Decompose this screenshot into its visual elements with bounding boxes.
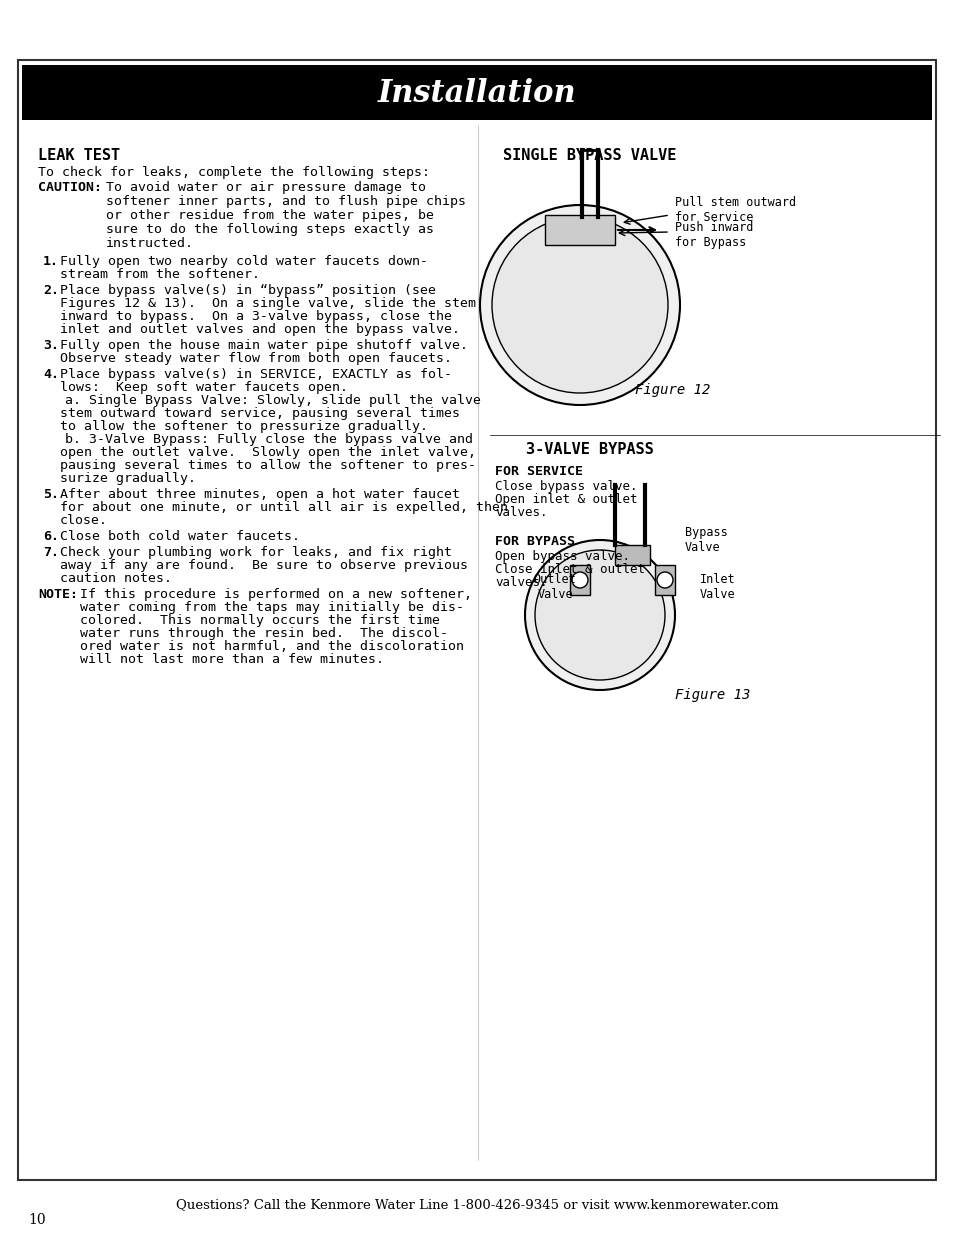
Bar	[655, 564, 675, 595]
Text: Observe steady water flow from both open faucets.: Observe steady water flow from both open…	[60, 352, 452, 366]
Text: Questions? Call the Kenmore Water Line 1-800-426-9345 or visit www.kenmorewater.: Questions? Call the Kenmore Water Line 1…	[175, 1198, 778, 1212]
Text: pausing several times to allow the softener to pres-: pausing several times to allow the softe…	[60, 459, 476, 472]
Text: Place bypass valve(s) in SERVICE, EXACTLY as fol-: Place bypass valve(s) in SERVICE, EXACTL…	[60, 368, 452, 382]
Text: 7.: 7.	[43, 546, 59, 559]
Circle shape	[479, 205, 679, 405]
Bar	[544, 215, 615, 245]
Text: 3.: 3.	[43, 338, 59, 352]
Text: Inlet
Valve: Inlet Valve	[700, 573, 735, 601]
Text: FOR SERVICE: FOR SERVICE	[495, 466, 582, 478]
Text: To check for leaks, complete the following steps:: To check for leaks, complete the followi…	[38, 165, 430, 179]
Text: 5.: 5.	[43, 488, 59, 501]
Circle shape	[572, 572, 587, 588]
Text: NOTE:: NOTE:	[38, 588, 78, 601]
Circle shape	[524, 540, 675, 690]
Text: instructed.: instructed.	[106, 237, 193, 249]
Text: away if any are found.  Be sure to observe previous: away if any are found. Be sure to observ…	[60, 559, 468, 572]
Text: Bypass
Valve: Bypass Valve	[684, 526, 727, 555]
Text: stream from the softener.: stream from the softener.	[60, 268, 260, 282]
Text: 10: 10	[28, 1213, 46, 1228]
Text: Close inlet & outlet: Close inlet & outlet	[495, 563, 644, 576]
Text: lows:  Keep soft water faucets open.: lows: Keep soft water faucets open.	[60, 382, 348, 394]
Text: inlet and outlet valves and open the bypass valve.: inlet and outlet valves and open the byp…	[60, 324, 459, 336]
Text: b. 3-Valve Bypass: Fully close the bypass valve and: b. 3-Valve Bypass: Fully close the bypas…	[65, 433, 473, 446]
Circle shape	[657, 572, 672, 588]
Circle shape	[535, 550, 664, 680]
Text: or other residue from the water pipes, be: or other residue from the water pipes, b…	[106, 209, 434, 222]
Text: water runs through the resin bed.  The discol-: water runs through the resin bed. The di…	[80, 627, 448, 640]
Text: colored.  This normally occurs the first time: colored. This normally occurs the first …	[80, 614, 439, 627]
Text: valves.: valves.	[495, 506, 547, 519]
Text: open the outlet valve.  Slowly open the inlet valve,: open the outlet valve. Slowly open the i…	[60, 446, 476, 459]
Circle shape	[492, 217, 667, 393]
Text: sure to do the following steps exactly as: sure to do the following steps exactly a…	[106, 224, 434, 236]
Text: for about one minute, or until all air is expelled, then: for about one minute, or until all air i…	[60, 501, 507, 514]
Text: stem outward toward service, pausing several times: stem outward toward service, pausing sev…	[60, 408, 459, 420]
Text: will not last more than a few minutes.: will not last more than a few minutes.	[80, 653, 384, 666]
Text: Figures 12 & 13).  On a single valve, slide the stem: Figures 12 & 13). On a single valve, sli…	[60, 296, 476, 310]
Text: Fully open the house main water pipe shutoff valve.: Fully open the house main water pipe shu…	[60, 338, 468, 352]
Text: After about three minutes, open a hot water faucet: After about three minutes, open a hot wa…	[60, 488, 459, 501]
Text: 3-VALVE BYPASS: 3-VALVE BYPASS	[525, 442, 653, 457]
Text: Fully open two nearby cold water faucets down-: Fully open two nearby cold water faucets…	[60, 254, 428, 268]
Text: inward to bypass.  On a 3-valve bypass, close the: inward to bypass. On a 3-valve bypass, c…	[60, 310, 452, 324]
Text: a. Single Bypass Valve: Slowly, slide pull the valve: a. Single Bypass Valve: Slowly, slide pu…	[65, 394, 480, 408]
Text: 1.: 1.	[43, 254, 59, 268]
Text: surize gradually.: surize gradually.	[60, 472, 195, 485]
Text: 4.: 4.	[43, 368, 59, 382]
Text: caution notes.: caution notes.	[60, 572, 172, 585]
Text: To avoid water or air pressure damage to: To avoid water or air pressure damage to	[106, 182, 426, 194]
Text: CAUTION:: CAUTION:	[38, 182, 102, 194]
Text: softener inner parts, and to flush pipe chips: softener inner parts, and to flush pipe …	[106, 195, 465, 207]
Text: to allow the softener to pressurize gradually.: to allow the softener to pressurize grad…	[60, 420, 428, 433]
Bar	[22, 65, 931, 120]
Text: Close bypass valve.: Close bypass valve.	[495, 480, 637, 493]
Bar	[615, 545, 649, 564]
Bar	[569, 564, 589, 595]
Text: Close both cold water faucets.: Close both cold water faucets.	[60, 530, 299, 543]
Text: Place bypass valve(s) in “bypass” position (see: Place bypass valve(s) in “bypass” positi…	[60, 284, 436, 296]
Text: Check your plumbing work for leaks, and fix right: Check your plumbing work for leaks, and …	[60, 546, 452, 559]
Text: Outlet
Valve: Outlet Valve	[533, 573, 576, 601]
Text: FOR BYPASS: FOR BYPASS	[495, 535, 575, 548]
Text: Figure 13: Figure 13	[674, 688, 749, 701]
Text: close.: close.	[60, 514, 108, 527]
Text: LEAK TEST: LEAK TEST	[38, 148, 120, 163]
Text: SINGLE BYPASS VALVE: SINGLE BYPASS VALVE	[503, 148, 676, 163]
Text: ored water is not harmful, and the discoloration: ored water is not harmful, and the disco…	[80, 640, 463, 653]
Text: water coming from the taps may initially be dis-: water coming from the taps may initially…	[80, 601, 463, 614]
Text: Open bypass valve.: Open bypass valve.	[495, 550, 629, 563]
Text: 6.: 6.	[43, 530, 59, 543]
Text: 2.: 2.	[43, 284, 59, 296]
Text: Figure 12: Figure 12	[634, 383, 709, 396]
Text: Installation: Installation	[377, 78, 576, 109]
Text: Push inward
for Bypass: Push inward for Bypass	[675, 221, 753, 249]
Text: Pull stem outward
for Service: Pull stem outward for Service	[675, 196, 796, 224]
Text: If this procedure is performed on a new softener,: If this procedure is performed on a new …	[80, 588, 472, 601]
Text: Open inlet & outlet: Open inlet & outlet	[495, 493, 637, 506]
Text: valves.: valves.	[495, 576, 547, 589]
